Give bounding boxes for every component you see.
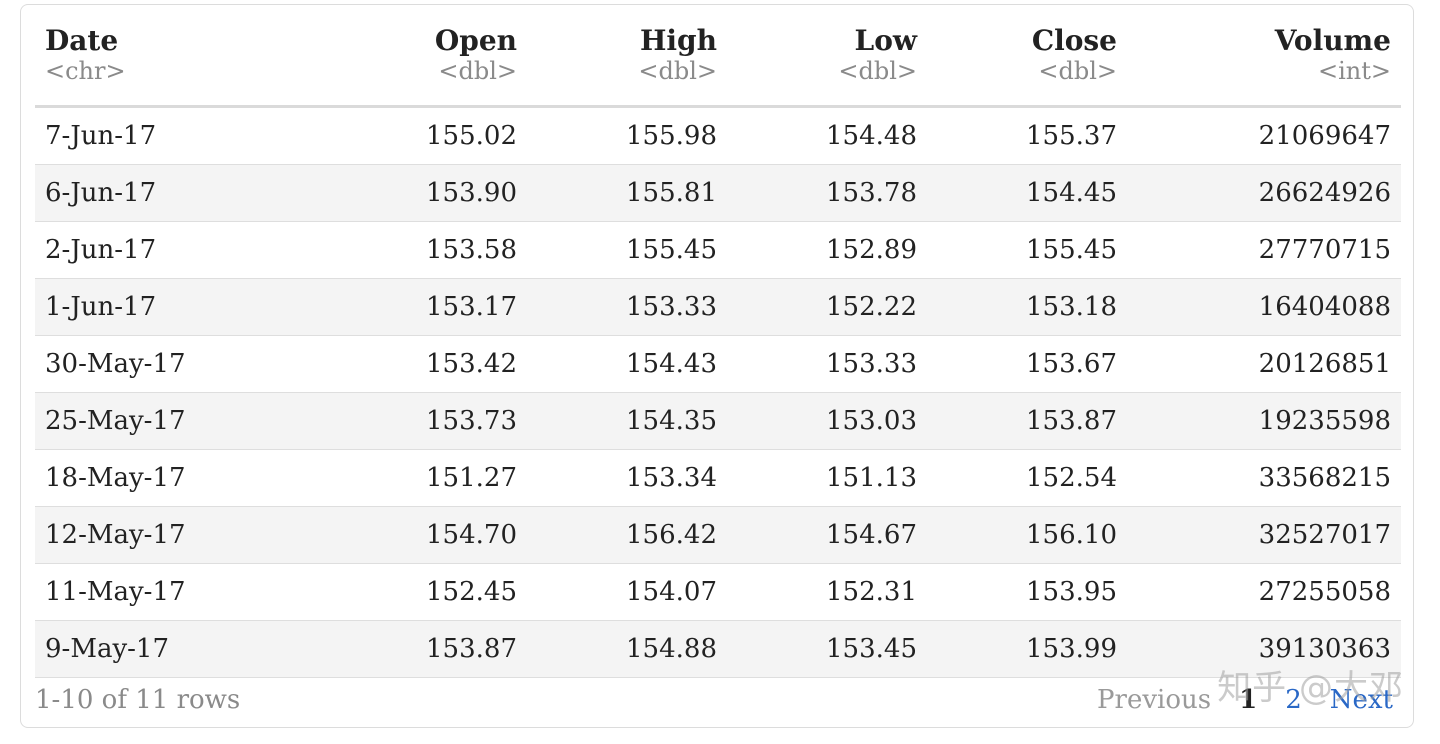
cell-open: 152.45 [327,563,527,621]
cell-volume: 19235598 [1127,392,1401,450]
cell-volume: 26624926 [1127,164,1401,222]
column-header-date: Date [45,24,119,57]
cell-low: 153.45 [727,620,927,678]
column-header-low: Low [854,24,917,57]
table-row: 30-May-17 153.42 154.43 153.33 153.67 2012685… [35,335,1401,393]
cell-low: 152.31 [727,563,927,621]
cell-date: 18-May-17 [35,449,327,507]
cell-high: 155.45 [527,221,727,279]
cell-close: 155.37 [927,106,1127,165]
column-header-close: Close [1031,24,1117,57]
cell-date: 9-May-17 [35,620,327,678]
cell-low: 154.48 [727,106,927,165]
cell-low: 154.67 [727,506,927,564]
cell-high: 156.42 [527,506,727,564]
cell-date: 6-Jun-17 [35,164,327,222]
table-row: 2-Jun-17 153.58 155.45 152.89 155.45 27770715 [35,221,1401,279]
column-type-high: <dbl> [527,57,727,108]
cell-open: 151.27 [327,449,527,507]
cell-high: 154.88 [527,620,727,678]
column-type-close: <dbl> [927,57,1127,108]
table-row: 12-May-17 154.70 156.42 154.67 156.10 3252701… [35,506,1401,564]
table-row: 25-May-17 153.73 154.35 153.03 153.87 1923559… [35,392,1401,450]
cell-close: 152.54 [927,449,1127,507]
page-1-button[interactable]: 1 [1239,685,1258,715]
cell-volume: 20126851 [1127,335,1401,393]
cell-volume: 27255058 [1127,563,1401,621]
column-type-volume: <int> [1127,57,1401,108]
table-row: 7-Jun-17 155.02 155.98 154.48 155.37 21069647 [35,106,1401,165]
cell-high: 154.35 [527,392,727,450]
cell-high: 153.34 [527,449,727,507]
column-type-open: <dbl> [327,57,527,108]
cell-open: 154.70 [327,506,527,564]
cell-high: 155.81 [527,164,727,222]
cell-high: 153.33 [527,278,727,336]
cell-close: 155.45 [927,221,1127,279]
cell-volume: 39130363 [1127,620,1401,678]
cell-volume: 32527017 [1127,506,1401,564]
cell-date: 2-Jun-17 [35,221,327,279]
table-row: 11-May-17 152.45 154.07 152.31 153.95 2725505… [35,563,1401,621]
cell-open: 153.87 [327,620,527,678]
cell-low: 151.13 [727,449,927,507]
cell-close: 154.45 [927,164,1127,222]
column-type-date: <chr> [35,57,327,108]
cell-volume: 33568215 [1127,449,1401,507]
table-row: 18-May-17 151.27 153.34 151.13 152.54 3356821… [35,449,1401,507]
column-header-row: Date Open High Low Close Volume [35,13,1401,57]
cell-close: 156.10 [927,506,1127,564]
cell-date: 30-May-17 [35,335,327,393]
data-frame-viewer: Date Open High Low Close Volume <chr> <d… [20,4,1414,728]
pagination: Previous 1 2 Next [1097,685,1393,715]
cell-volume: 27770715 [1127,221,1401,279]
column-type-low: <dbl> [727,57,927,108]
cell-low: 153.33 [727,335,927,393]
previous-page-button[interactable]: Previous [1097,685,1212,715]
cell-high: 154.43 [527,335,727,393]
page-2-button[interactable]: 2 [1285,685,1302,715]
cell-date: 1-Jun-17 [35,278,327,336]
cell-high: 155.98 [527,106,727,165]
column-header-volume: Volume [1274,24,1391,57]
cell-open: 153.90 [327,164,527,222]
data-table: Date Open High Low Close Volume <chr> <d… [35,13,1401,678]
cell-close: 153.99 [927,620,1127,678]
table-row: 1-Jun-17 153.17 153.33 152.22 153.18 16404088 [35,278,1401,336]
cell-volume: 16404088 [1127,278,1401,336]
cell-open: 153.58 [327,221,527,279]
column-header-open: Open [434,24,517,57]
cell-close: 153.18 [927,278,1127,336]
cell-open: 153.73 [327,392,527,450]
next-page-button[interactable]: Next [1329,685,1393,715]
table-row: 6-Jun-17 153.90 155.81 153.78 154.45 26624926 [35,164,1401,222]
column-type-row: <chr> <dbl> <dbl> <dbl> <dbl> <int> [35,57,1401,108]
table-footer: 1-10 of 11 rows Previous 1 2 Next [35,683,1401,723]
cell-close: 153.87 [927,392,1127,450]
table-body: 7-Jun-17 155.02 155.98 154.48 155.37 21069647… [35,106,1401,678]
row-count-info: 1-10 of 11 rows [35,685,241,715]
cell-high: 154.07 [527,563,727,621]
cell-low: 152.89 [727,221,927,279]
column-header-high: High [639,24,717,57]
cell-date: 12-May-17 [35,506,327,564]
cell-open: 153.42 [327,335,527,393]
cell-low: 152.22 [727,278,927,336]
cell-date: 7-Jun-17 [35,106,327,165]
cell-date: 11-May-17 [35,563,327,621]
cell-volume: 21069647 [1127,106,1401,165]
cell-date: 25-May-17 [35,392,327,450]
cell-close: 153.95 [927,563,1127,621]
cell-open: 155.02 [327,106,527,165]
cell-low: 153.03 [727,392,927,450]
cell-low: 153.78 [727,164,927,222]
cell-close: 153.67 [927,335,1127,393]
table-row: 9-May-17 153.87 154.88 153.45 153.99 39130363 [35,620,1401,678]
cell-open: 153.17 [327,278,527,336]
